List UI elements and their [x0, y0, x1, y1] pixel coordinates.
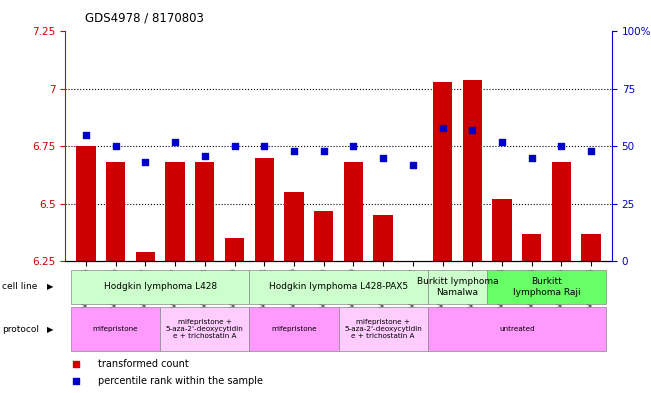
Bar — [195, 162, 214, 261]
Bar — [160, 307, 249, 351]
Bar — [522, 234, 542, 261]
Bar — [249, 270, 428, 304]
Bar — [314, 211, 333, 261]
Text: Hodgkin lymphoma L428-PAX5: Hodgkin lymphoma L428-PAX5 — [269, 283, 408, 291]
Point — [111, 143, 121, 150]
Bar — [463, 80, 482, 261]
Bar — [284, 193, 303, 261]
Point — [497, 139, 507, 145]
Bar — [428, 270, 487, 304]
Point — [229, 143, 240, 150]
Bar — [106, 162, 125, 261]
Bar — [339, 307, 428, 351]
Bar — [344, 162, 363, 261]
Text: percentile rank within the sample: percentile rank within the sample — [98, 376, 263, 386]
Text: Burkitt lymphoma
Namalwa: Burkitt lymphoma Namalwa — [417, 277, 498, 297]
Text: mifepristone: mifepristone — [271, 326, 317, 332]
Point — [71, 378, 81, 384]
Text: untreated: untreated — [499, 326, 534, 332]
Point — [527, 155, 537, 161]
Point — [259, 143, 270, 150]
Point — [378, 155, 388, 161]
Point — [71, 360, 81, 367]
Point — [348, 143, 359, 150]
Text: ▶: ▶ — [47, 283, 53, 291]
Point — [200, 152, 210, 159]
Text: protocol: protocol — [2, 325, 39, 334]
Bar — [135, 252, 155, 261]
Text: cell line: cell line — [2, 283, 37, 291]
Point — [408, 162, 418, 168]
Bar — [487, 270, 606, 304]
Point — [586, 148, 596, 154]
Point — [289, 148, 299, 154]
Point — [556, 143, 566, 150]
Text: mifepristone +
5-aza-2'-deoxycytidin
e + trichostatin A: mifepristone + 5-aza-2'-deoxycytidin e +… — [166, 320, 243, 339]
Text: Burkitt
lymphoma Raji: Burkitt lymphoma Raji — [513, 277, 581, 297]
Bar — [71, 270, 249, 304]
Bar — [165, 162, 185, 261]
Point — [140, 159, 150, 165]
Bar — [428, 307, 606, 351]
Bar — [225, 239, 244, 261]
Bar — [552, 162, 571, 261]
Bar — [255, 158, 274, 261]
Point — [437, 125, 448, 131]
Bar — [433, 82, 452, 261]
Bar — [581, 234, 601, 261]
Point — [467, 127, 477, 134]
Bar — [249, 307, 339, 351]
Point — [81, 132, 91, 138]
Text: mifepristone: mifepristone — [93, 326, 139, 332]
Text: transformed count: transformed count — [98, 358, 189, 369]
Text: ▶: ▶ — [47, 325, 53, 334]
Bar — [492, 199, 512, 261]
Point — [318, 148, 329, 154]
Point — [170, 139, 180, 145]
Text: Hodgkin lymphoma L428: Hodgkin lymphoma L428 — [104, 283, 217, 291]
Bar — [374, 215, 393, 261]
Bar — [76, 146, 96, 261]
Bar — [71, 307, 160, 351]
Text: mifepristone +
5-aza-2'-deoxycytidin
e + trichostatin A: mifepristone + 5-aza-2'-deoxycytidin e +… — [344, 320, 422, 339]
Text: GDS4978 / 8170803: GDS4978 / 8170803 — [85, 12, 204, 25]
